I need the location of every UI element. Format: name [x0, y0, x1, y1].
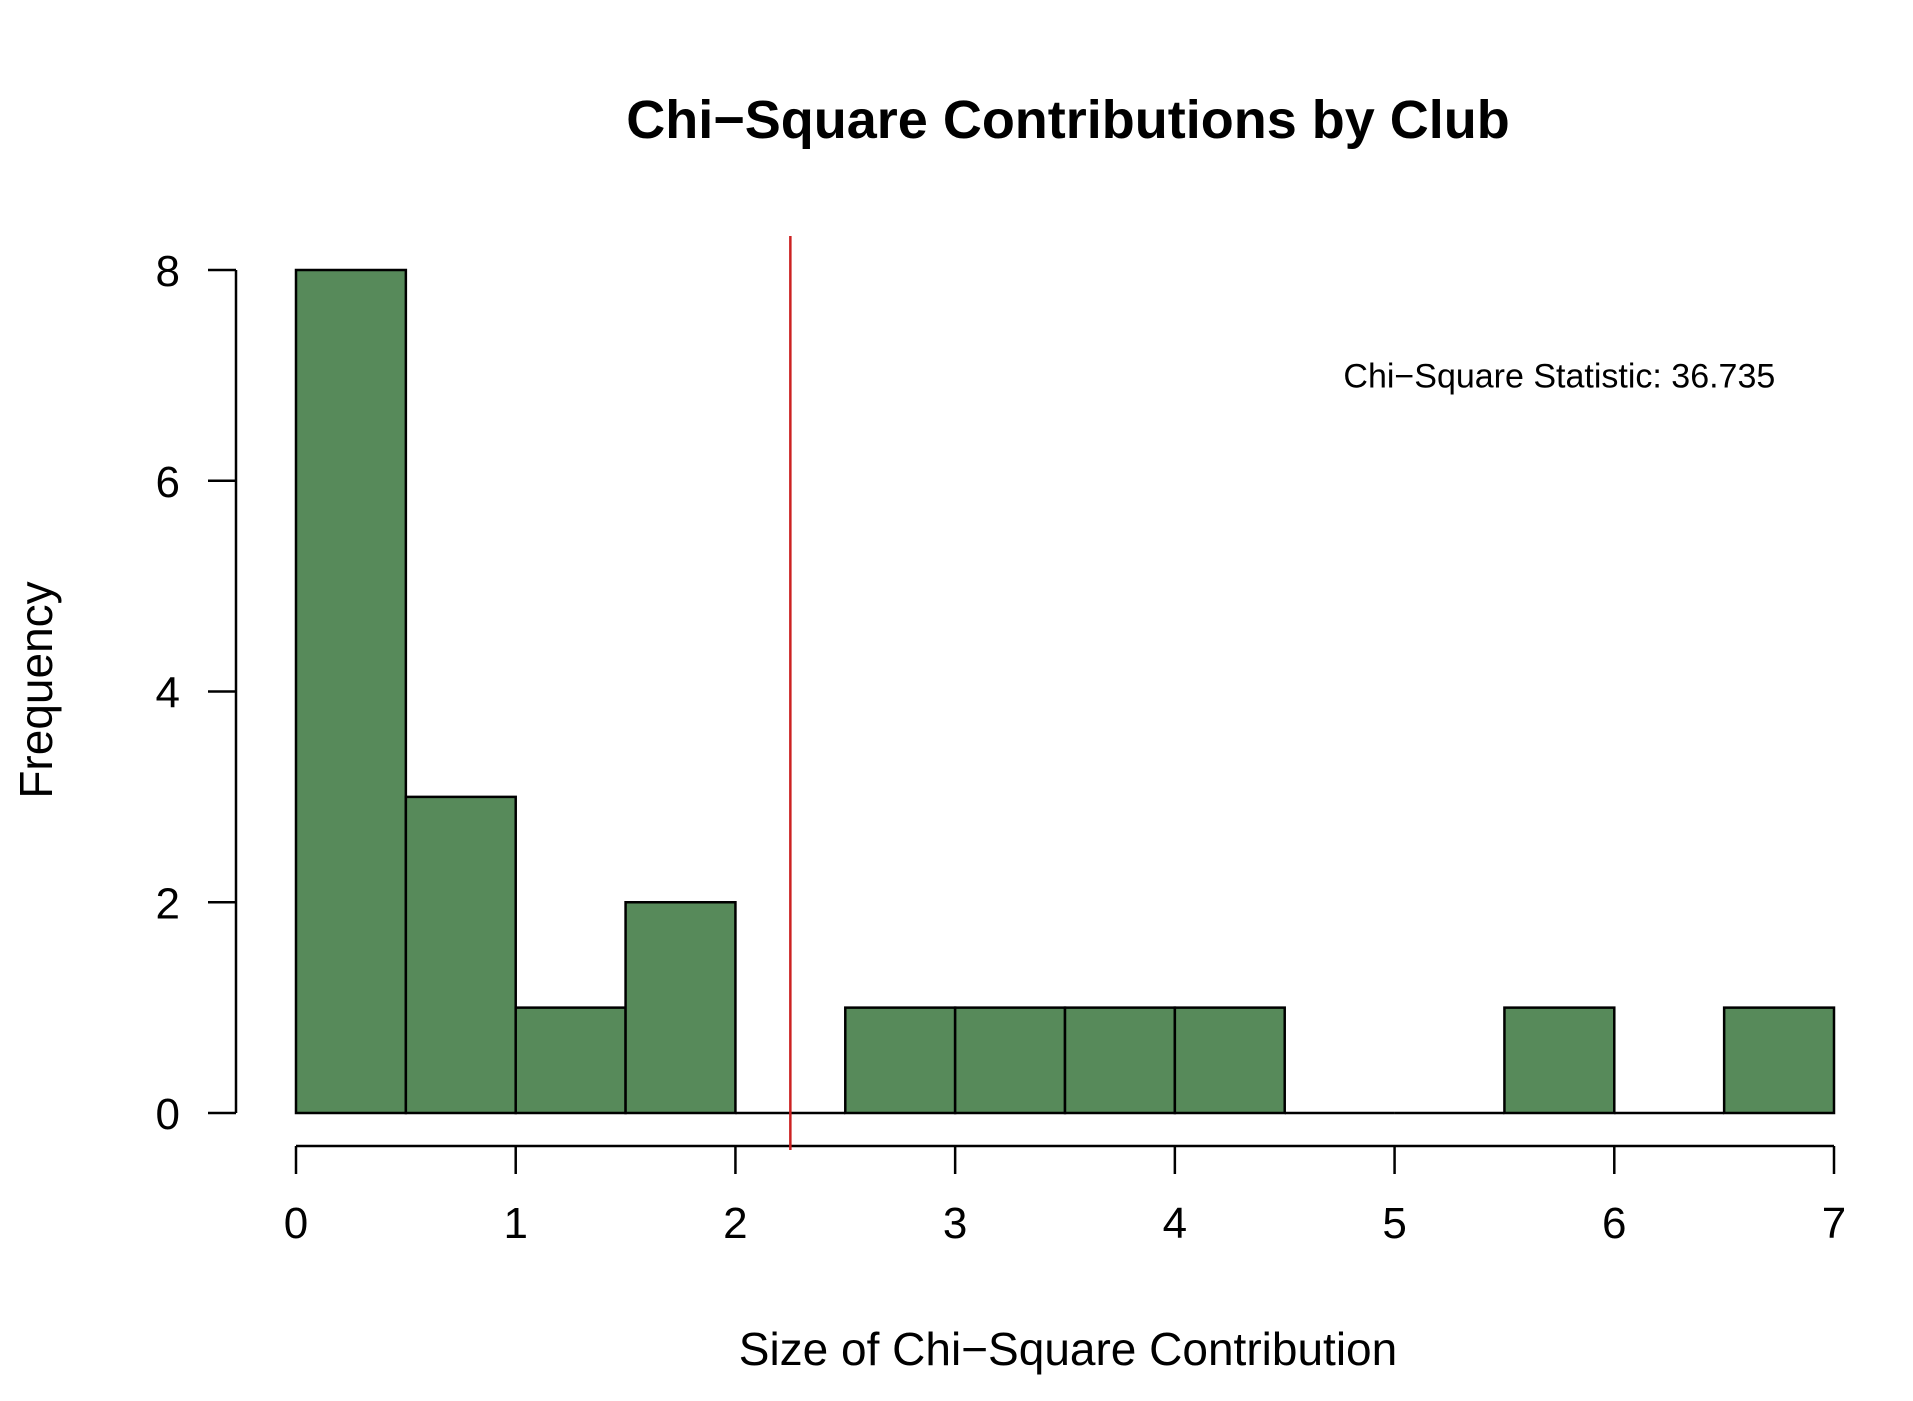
x-tick-label: 6: [1602, 1199, 1626, 1248]
histogram-bar: [1722, 1006, 1836, 1115]
chart-title: Chi−Square Contributions by Club: [626, 90, 1510, 150]
histogram-bar: [294, 268, 408, 1115]
histogram-bar: [514, 1006, 627, 1115]
y-tick-label: 0: [156, 1090, 180, 1139]
x-tick-label: 2: [723, 1199, 747, 1248]
histogram-bar: [844, 1006, 957, 1115]
histogram-bar: [1173, 1006, 1286, 1115]
x-tick-label: 1: [503, 1199, 527, 1248]
x-tick-label: 4: [1163, 1199, 1187, 1248]
y-axis: 0 2 4 6 8: [156, 247, 238, 1139]
histogram-bar: [1063, 1006, 1177, 1115]
y-tick-label: 4: [156, 669, 180, 718]
y-axis-label: Frequency: [10, 581, 62, 798]
bars-group: [294, 268, 1836, 1115]
x-axis-label: Size of Chi−Square Contribution: [739, 1323, 1397, 1375]
histogram-bar: [1503, 1006, 1616, 1115]
x-tick-label: 5: [1382, 1199, 1406, 1248]
y-tick-label: 2: [156, 879, 180, 928]
histogram-bar: [624, 901, 737, 1115]
histogram-bar: [404, 795, 517, 1115]
histogram-bar: [953, 1006, 1067, 1115]
x-tick-label: 0: [284, 1199, 308, 1248]
x-tick-label: 7: [1822, 1199, 1846, 1248]
x-tick-label: 3: [943, 1199, 967, 1248]
chi-square-statistic-annotation: Chi−Square Statistic: 36.735: [1343, 357, 1775, 395]
x-axis: 0 1 2 3 4 5 6 7: [284, 1144, 1846, 1248]
y-tick-label: 6: [156, 458, 180, 507]
y-tick-label: 8: [156, 247, 180, 296]
